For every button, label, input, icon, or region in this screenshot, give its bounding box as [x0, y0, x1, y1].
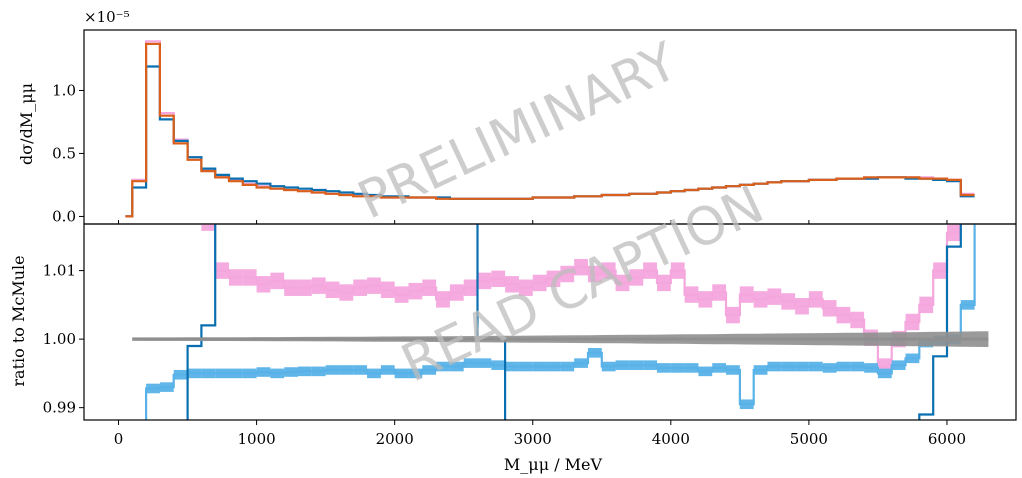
bottom-ytick-label-2: 1.01 — [43, 262, 76, 280]
bottom-xtick-label-4: 4000 — [652, 430, 690, 448]
bottom-band-0-0 — [132, 194, 146, 210]
bottom-plot-area — [132, 194, 989, 478]
bottom-xtick-label-1: 1000 — [237, 430, 275, 448]
y-exponent-label: ×10⁻⁵ — [84, 8, 130, 26]
top-series-2-line — [125, 42, 975, 218]
bottom-band-0-5 — [201, 224, 216, 231]
bottom-xtick-label-5: 5000 — [790, 430, 828, 448]
bottom-series-0-line — [214, 224, 962, 368]
bottom-xtick-label-3: 3000 — [514, 430, 552, 448]
top-ytick-label-1: 0.5 — [52, 144, 76, 162]
top-ytick-label-2: 1.0 — [52, 81, 76, 99]
bottom-xtick-label-2: 2000 — [376, 430, 414, 448]
bottom-ytick-label-1: 1.00 — [43, 330, 76, 348]
top-y-axis-label: dσ/dM_μμ — [17, 83, 36, 165]
bottom-series-1-line — [145, 224, 976, 420]
top-plot-area — [125, 40, 975, 218]
bottom-band-0-61 — [975, 194, 989, 210]
bottom-band-0-2 — [160, 194, 174, 210]
bottom-frame — [83, 223, 1017, 421]
bottom-panel: 0.99 1.00 1.01 0 1000 2000 3000 4000 5000 6000 — [43, 194, 1017, 478]
bottom-band-0-3 — [174, 194, 188, 210]
bottom-band-0-1 — [146, 194, 160, 210]
x-axis-label: M_μμ / MeV — [504, 455, 603, 474]
bottom-band-0-4 — [188, 194, 202, 210]
bottom-ytick-label-0: 0.99 — [43, 399, 76, 417]
bottom-xtick-label-6: 6000 — [928, 430, 966, 448]
bottom-reference-band — [132, 331, 989, 347]
watermark-preliminary: PRELIMINARY — [349, 32, 686, 232]
top-ytick-label-0: 0.0 — [52, 207, 76, 225]
bottom-xtick-label-0: 0 — [114, 430, 124, 448]
bottom-band-1-61 — [975, 197, 989, 207]
bottom-y-axis-label: ratio to McMule — [9, 255, 28, 386]
bottom-band-1-0 — [132, 471, 146, 478]
